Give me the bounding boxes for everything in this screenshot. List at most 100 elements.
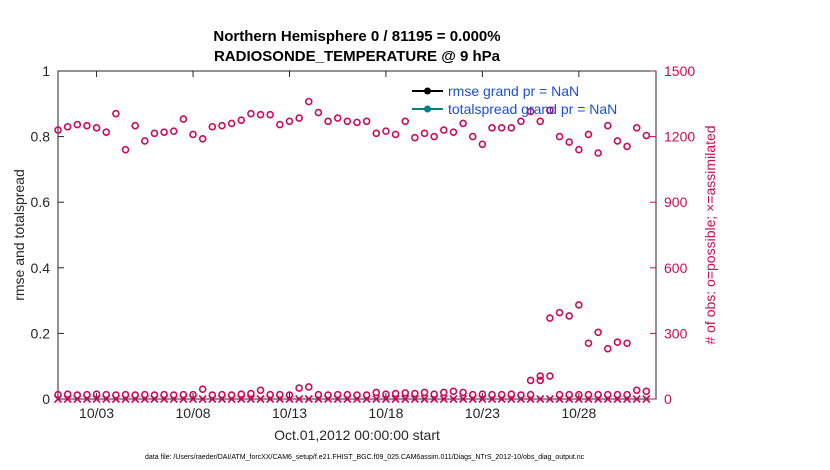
obs-possible-point: [517, 117, 525, 126]
obs-possible-point: [594, 390, 602, 399]
obs-possible-point: [314, 108, 323, 117]
x-tick-label: 10/18: [368, 405, 403, 421]
obs-assimilated-point: [285, 394, 294, 404]
obs-assimilated-point: [430, 394, 439, 404]
obs-possible-point: [478, 390, 487, 398]
obs-assimilated-point: [642, 394, 651, 404]
obs-assimilated-point: [468, 394, 477, 404]
obs-possible-point: [324, 117, 332, 126]
obs-possible-point: [642, 131, 651, 140]
obs-possible-point: [594, 149, 602, 157]
chart-title: Northern Hemisphere 0 / 81195 = 0.000%: [213, 28, 500, 45]
obs-assimilated-point: [497, 394, 506, 404]
y-tick-label: 0.2: [31, 325, 51, 341]
obs-possible-point: [546, 314, 554, 322]
obs-assimilated-point: [372, 394, 381, 404]
obs-possible-point: [189, 130, 197, 139]
obs-possible-point: [121, 390, 130, 399]
obs-assimilated-point: [121, 394, 130, 404]
x-tick-label: 10/13: [272, 405, 307, 421]
obs-assimilated-point: [410, 394, 419, 404]
x-tick-label: 10/28: [561, 405, 596, 421]
chart-subtitle: RADIOSONDE_TEMPERATURE @ 9 hPa: [214, 48, 501, 65]
legend: rmse grand pr = NaN totalspread grand pr…: [412, 83, 617, 117]
obs-possible-point: [198, 385, 207, 393]
obs-possible-point: [73, 120, 82, 129]
obs-possible-point: [565, 312, 573, 320]
obs-possible-point: [623, 142, 631, 151]
legend-totalspread-marker: [424, 105, 431, 113]
y-tick-label: 0: [42, 391, 50, 407]
obs-possible-point: [507, 124, 516, 132]
obs-possible-point: [536, 376, 545, 385]
obs-assimilated-point: [63, 394, 72, 404]
x-tick-label: 10/03: [79, 405, 114, 421]
obs-possible-point: [468, 390, 477, 399]
obs-possible-point: [632, 124, 641, 132]
obs-possible-point: [112, 109, 120, 118]
obs-assimilated-point: [275, 394, 284, 404]
obs-possible-point: [121, 145, 130, 154]
obs-possible-point: [92, 124, 101, 132]
obs-possible-point: [584, 390, 593, 399]
obs-possible-point: [247, 389, 255, 398]
obs-assimilated-point: [53, 394, 63, 404]
obs-possible-point: [478, 140, 487, 149]
obs-possible-point: [160, 390, 168, 399]
obs-possible-point: [411, 133, 419, 142]
obs-possible-point: [497, 390, 506, 399]
obs-possible-point: [343, 390, 352, 399]
obs-possible-point: [603, 344, 612, 353]
obs-possible-point: [382, 390, 390, 398]
obs-possible-point: [247, 109, 255, 118]
obs-assimilated-point: [188, 394, 198, 404]
legend-rmse-marker: [424, 87, 431, 95]
obs-assimilated-point: [478, 394, 487, 404]
obs-possible-point: [83, 390, 91, 399]
obs-possible-point: [603, 121, 612, 130]
obs-possible-point: [623, 339, 631, 348]
y-right-tick-label: 900: [664, 194, 688, 210]
obs-assimilated-point: [584, 394, 593, 404]
obs-possible-point: [613, 137, 622, 145]
obs-possible-point: [449, 387, 458, 396]
obs-assimilated-point: [555, 394, 564, 404]
y-tick-label: 0.4: [31, 260, 51, 276]
obs-possible-point: [189, 390, 197, 399]
obs-possible-point: [536, 372, 545, 380]
obs-possible-point: [449, 128, 458, 137]
obs-possible-point: [304, 383, 313, 391]
obs-possible-point: [546, 106, 554, 115]
obs-assimilated-point: [323, 394, 333, 404]
obs-possible-point: [256, 110, 265, 119]
obs-assimilated-point: [507, 394, 516, 404]
obs-assimilated-point: [603, 394, 612, 404]
obs-possible-point: [411, 389, 419, 398]
obs-possible-point: [179, 115, 188, 123]
obs-possible-point: [440, 388, 448, 397]
obs-possible-point: [54, 126, 62, 134]
obs-possible-point: [160, 128, 168, 137]
obs-assimilated-point: [333, 394, 342, 404]
obs-assimilated-point: [545, 394, 554, 404]
obs-assimilated-point: [594, 394, 603, 404]
obs-assimilated-point: [198, 394, 207, 404]
obs-possible-point: [430, 132, 438, 141]
obs-possible-point: [92, 390, 101, 398]
obs-possible-point: [546, 372, 554, 380]
obs-assimilated-point: [217, 394, 227, 404]
obs-assimilated-point: [526, 394, 535, 404]
obs-possible-point: [227, 119, 236, 128]
obs-assimilated-point: [131, 394, 140, 404]
obs-assimilated-point: [343, 394, 352, 404]
obs-assimilated-point: [622, 394, 632, 404]
obs-possible-point: [141, 390, 149, 399]
obs-assimilated-point: [304, 394, 313, 404]
obs-assimilated-point: [420, 394, 429, 404]
obs-assimilated-point: [266, 394, 275, 404]
obs-assimilated-point: [362, 394, 371, 404]
obs-possible-point: [575, 301, 583, 309]
x-tick-label: 10/23: [465, 405, 500, 421]
obs-possible-point: [555, 308, 564, 317]
